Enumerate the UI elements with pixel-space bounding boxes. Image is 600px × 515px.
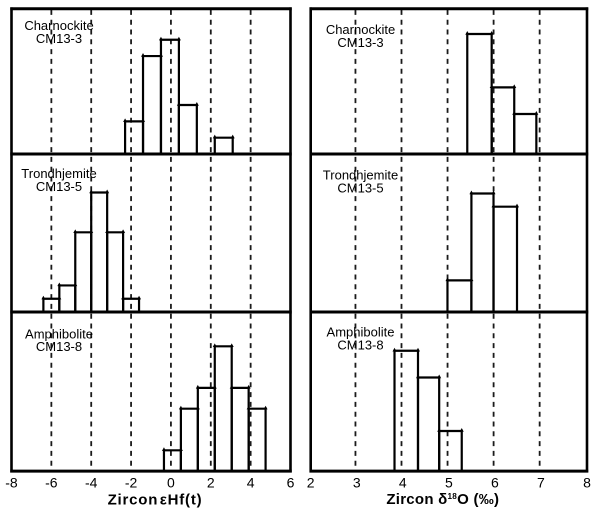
bar-corner-tick [491, 190, 496, 195]
histogram-bar [213, 345, 233, 473]
histogram-bar [196, 386, 216, 473]
bar-corner-tick [123, 118, 128, 123]
panel-title: Amphibolite [25, 326, 93, 341]
bar-corner-tick [469, 190, 474, 195]
histogram-bar [446, 279, 473, 313]
histogram-bar [106, 231, 125, 313]
panel-title: Amphibolite [327, 325, 395, 340]
bar-corner-tick [415, 374, 420, 379]
bar-corner-tick [178, 405, 183, 410]
x-axis-title: Zircon εHf(t) [108, 492, 203, 509]
x-tick-label: 6 [287, 474, 295, 490]
bar-corner-tick [512, 84, 517, 89]
histogram-bar [159, 38, 180, 155]
panel-title: Trondhjemite [323, 168, 398, 183]
bar-corner-tick [465, 31, 470, 35]
bar-corner-tick [459, 427, 464, 432]
bar-corner-tick [491, 203, 496, 208]
bar-corner-tick [121, 295, 126, 300]
histogram-bar [230, 386, 250, 473]
bar-corner-tick [89, 189, 94, 194]
bar-corner-tick [176, 102, 181, 106]
bar-corner-tick [158, 36, 163, 41]
bar-corner-tick [229, 384, 234, 389]
x-tick-label: 4 [247, 474, 255, 490]
x-tick-label: -6 [45, 474, 58, 490]
histogram-bar [466, 32, 493, 155]
bar-corner-tick [445, 277, 450, 282]
panel-sample-id: CM13-3 [337, 35, 383, 50]
panel-title: Trondhjemite [21, 166, 96, 181]
x-tick-label: 5 [445, 474, 453, 490]
bar-corner-tick [195, 384, 200, 389]
x-tick-label: 7 [537, 474, 545, 490]
bar-corner-tick [161, 447, 166, 452]
x-tick-label: 0 [167, 474, 175, 490]
bar-corner-tick [105, 229, 110, 234]
histogram-bar [162, 449, 182, 473]
bar-corner-tick [489, 31, 494, 35]
histogram-bar [490, 86, 516, 155]
bar-corner-tick [415, 347, 420, 352]
bar-corner-tick [437, 374, 442, 379]
x-tick-label: -2 [125, 474, 138, 490]
bar-corner-tick [194, 102, 199, 106]
histogram-bar [58, 284, 77, 313]
bar-corner-tick [534, 111, 539, 115]
bar-corner-tick [121, 229, 126, 234]
panel-sample-id: CM13-5 [337, 180, 383, 195]
bar-corner-tick [230, 134, 235, 139]
x-tick-label: 2 [207, 474, 215, 490]
bar-corner-tick [515, 203, 520, 208]
bar-corner-tick [137, 295, 142, 300]
histogram-bar [122, 297, 141, 313]
histogram-bar [247, 407, 267, 473]
x-tick-label: 6 [491, 474, 499, 490]
bar-corner-tick [437, 427, 442, 432]
panel-title: Charnockite [326, 22, 395, 37]
panel-sample-id: CM13-5 [36, 179, 82, 194]
histogram-bar [470, 192, 495, 313]
histogram-bar [393, 349, 420, 473]
x-tick-label: 8 [583, 474, 591, 490]
histogram-bar [416, 376, 441, 473]
x-axis-title: Zircon δ18O (‰) [386, 491, 499, 508]
histogram-bar [179, 407, 199, 473]
panel-sample-id: CM13-3 [36, 31, 82, 46]
bar-corner-tick [212, 134, 217, 139]
histogram-bar [74, 231, 93, 313]
bar-corner-tick [489, 84, 494, 89]
bar-corner-tick [246, 384, 251, 389]
histogram-bar [492, 205, 519, 313]
x-tick-label: -4 [85, 474, 98, 490]
panel-sample-id: CM13-8 [36, 339, 82, 354]
bar-corner-tick [73, 229, 78, 234]
histogram-bar [513, 112, 538, 155]
histogram-bar [213, 136, 234, 155]
bar-corner-tick [176, 36, 181, 41]
x-tick-label: 2 [307, 474, 315, 490]
histogram-bar [141, 54, 163, 155]
bar-corner-tick [41, 295, 46, 300]
panel-title: Charnockite [24, 18, 93, 33]
x-tick-label: 4 [399, 474, 407, 490]
histogram-bar [177, 103, 198, 155]
histogram-bar [438, 429, 463, 473]
bar-corner-tick [246, 405, 251, 410]
bar-corner-tick [392, 347, 397, 352]
x-tick-label: -8 [5, 474, 18, 490]
bar-corner-tick [57, 282, 62, 287]
bar-corner-tick [229, 343, 234, 348]
bar-corner-tick [212, 343, 217, 348]
bar-corner-tick [141, 53, 146, 57]
panel-sample-id: CM13-8 [337, 337, 383, 352]
histogram-bar [90, 191, 109, 313]
bar-corner-tick [512, 111, 517, 115]
bar-corner-tick [263, 405, 268, 410]
bar-corner-tick [105, 189, 110, 194]
histogram-bar [123, 120, 145, 155]
x-tick-label: 3 [353, 474, 361, 490]
